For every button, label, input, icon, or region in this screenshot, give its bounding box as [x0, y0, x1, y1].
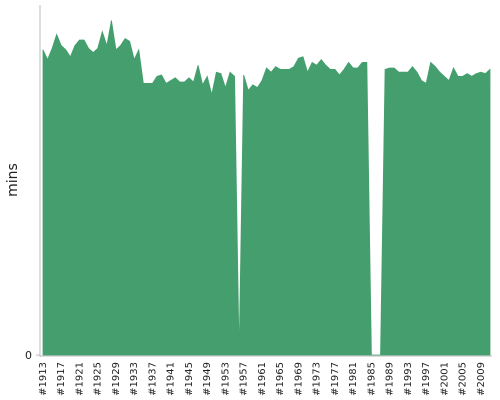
x-tick-label: #1917	[56, 362, 67, 396]
x-tick-label: #1977	[330, 362, 341, 396]
x-tick-label: #1993	[403, 362, 414, 396]
x-tick-label: #1933	[129, 362, 140, 396]
y-axis-label: mins	[5, 163, 21, 197]
x-tick-label: #1985	[366, 362, 377, 396]
x-tick-label: #1997	[421, 362, 432, 396]
x-tick-label: #1981	[348, 362, 359, 396]
x-tick-label: #2009	[476, 362, 487, 396]
x-tick-label: #1961	[257, 362, 268, 396]
x-tick-label: #1925	[93, 362, 104, 396]
x-tick-label: #2001	[439, 362, 450, 396]
x-tick-label: #1941	[166, 362, 177, 396]
x-tick-label: #1921	[74, 362, 85, 396]
x-tick-label: #1913	[38, 362, 49, 396]
x-tick-label: #1989	[385, 362, 396, 396]
x-tick-label: #1937	[147, 362, 158, 396]
x-tick-label: #1949	[202, 362, 213, 396]
x-tick-label: #1953	[220, 362, 231, 396]
y-tick-label: 0	[25, 349, 32, 362]
area	[42, 20, 491, 356]
x-tick-label: #1957	[239, 362, 250, 396]
x-tick-label: #1973	[312, 362, 323, 396]
x-tick-label: #1965	[275, 362, 286, 396]
x-tick-label: #1929	[111, 362, 122, 396]
x-tick-label: #2005	[458, 362, 469, 396]
x-tick-label: #1969	[293, 362, 304, 396]
x-tick-label: #1945	[184, 362, 195, 396]
